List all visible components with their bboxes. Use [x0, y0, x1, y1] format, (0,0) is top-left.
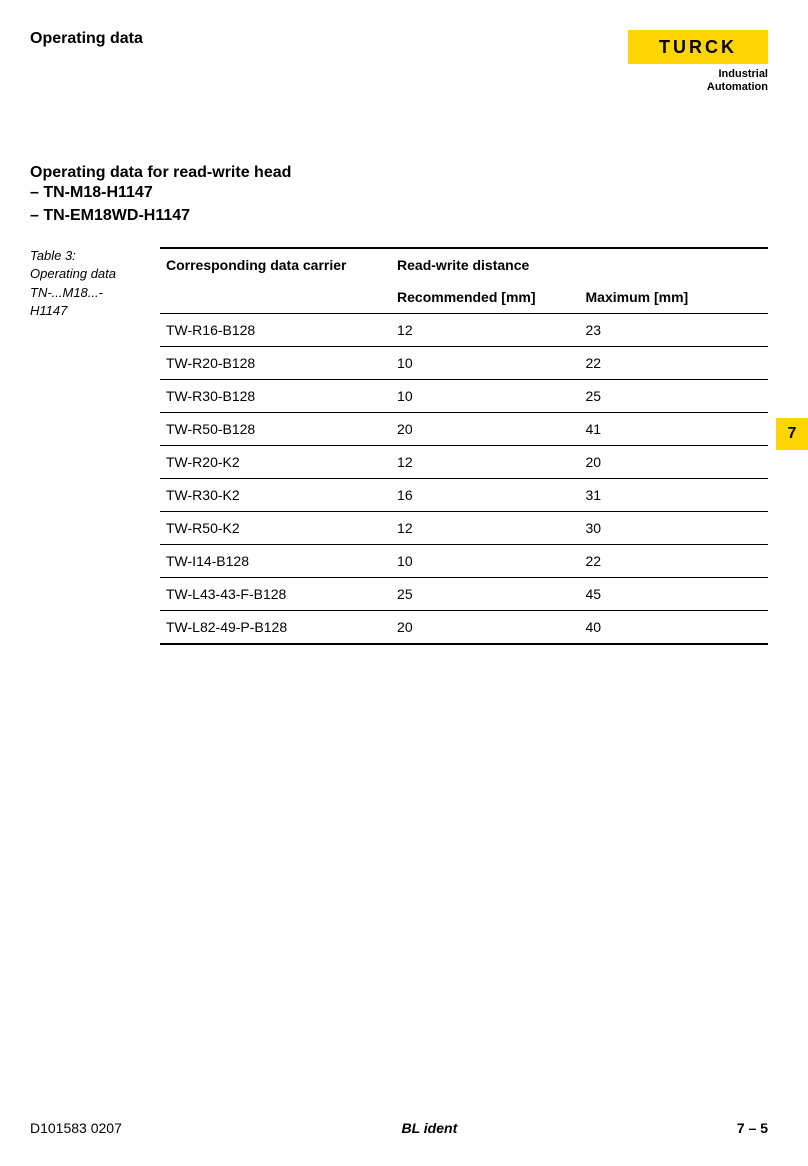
cell-recommended: 10 [391, 347, 579, 380]
table-row: TW-L82-49-P-B128 20 40 [160, 611, 768, 645]
logo-text: TURCK [659, 37, 737, 58]
cell-recommended: 10 [391, 380, 579, 413]
cell-maximum: 22 [580, 545, 769, 578]
table-area: Table 3: Operating data TN-...M18...- H1… [30, 247, 768, 645]
col-header-carrier: Corresponding data carrier [160, 248, 391, 314]
cell-carrier: TW-I14-B128 [160, 545, 391, 578]
footer-page-number: 7 – 5 [737, 1120, 768, 1136]
table-row: TW-R50-K2 12 30 [160, 512, 768, 545]
cell-maximum: 23 [580, 314, 769, 347]
caption-line: Table 3: [30, 247, 150, 265]
section-heading: Operating data for read-write head [30, 164, 768, 182]
cell-maximum: 22 [580, 347, 769, 380]
table-row: TW-L43-43-F-B128 25 45 [160, 578, 768, 611]
cell-maximum: 40 [580, 611, 769, 645]
table-row: TW-R50-B128 20 41 [160, 413, 768, 446]
cell-maximum: 30 [580, 512, 769, 545]
table-row: TW-I14-B128 10 22 [160, 545, 768, 578]
cell-maximum: 45 [580, 578, 769, 611]
caption-line: Operating data [30, 265, 150, 283]
cell-carrier: TW-R50-B128 [160, 413, 391, 446]
col-header-distance: Read-write distance [391, 248, 768, 281]
logo-subtext-1: Industrial [628, 68, 768, 81]
table-body: TW-R16-B128 12 23 TW-R20-B128 10 22 TW-R… [160, 314, 768, 645]
sub-header-recommended: Recommended [mm] [391, 281, 579, 314]
table-row: TW-R20-B128 10 22 [160, 347, 768, 380]
cell-recommended: 12 [391, 314, 579, 347]
cell-carrier: TW-R20-K2 [160, 446, 391, 479]
cell-recommended: 20 [391, 611, 579, 645]
brand-logo: TURCK [628, 30, 768, 64]
footer-doc-id: D101583 0207 [30, 1120, 122, 1136]
cell-maximum: 41 [580, 413, 769, 446]
sub-header-maximum: Maximum [mm] [580, 281, 769, 314]
page-title: Operating data [30, 30, 143, 48]
cell-maximum: 31 [580, 479, 769, 512]
model-line-2: – TN-EM18WD-H1147 [30, 205, 768, 227]
cell-maximum: 25 [580, 380, 769, 413]
page-footer: D101583 0207 BL ident 7 – 5 [30, 1120, 768, 1136]
cell-carrier: TW-R50-K2 [160, 512, 391, 545]
page-header: Operating data TURCK Industrial Automati… [30, 30, 768, 94]
logo-subtext-2: Automation [628, 81, 768, 94]
table-row: TW-R30-B128 10 25 [160, 380, 768, 413]
footer-product: BL ident [401, 1120, 457, 1136]
cell-carrier: TW-R30-B128 [160, 380, 391, 413]
cell-recommended: 16 [391, 479, 579, 512]
data-table: Corresponding data carrier Read-write di… [160, 247, 768, 645]
cell-recommended: 12 [391, 446, 579, 479]
cell-carrier: TW-R16-B128 [160, 314, 391, 347]
cell-recommended: 20 [391, 413, 579, 446]
cell-recommended: 10 [391, 545, 579, 578]
cell-maximum: 20 [580, 446, 769, 479]
table-row: TW-R20-K2 12 20 [160, 446, 768, 479]
cell-carrier: TW-R30-K2 [160, 479, 391, 512]
cell-carrier: TW-L82-49-P-B128 [160, 611, 391, 645]
cell-recommended: 12 [391, 512, 579, 545]
cell-carrier: TW-L43-43-F-B128 [160, 578, 391, 611]
caption-line: TN-...M18...- [30, 284, 150, 302]
table-caption: Table 3: Operating data TN-...M18...- H1… [30, 247, 160, 320]
cell-recommended: 25 [391, 578, 579, 611]
section-tab: 7 [776, 418, 808, 450]
model-line-1: – TN-M18-H1147 [30, 182, 768, 204]
logo-area: TURCK Industrial Automation [628, 30, 768, 94]
caption-line: H1147 [30, 302, 150, 320]
table-row: TW-R30-K2 16 31 [160, 479, 768, 512]
table-row: TW-R16-B128 12 23 [160, 314, 768, 347]
cell-carrier: TW-R20-B128 [160, 347, 391, 380]
